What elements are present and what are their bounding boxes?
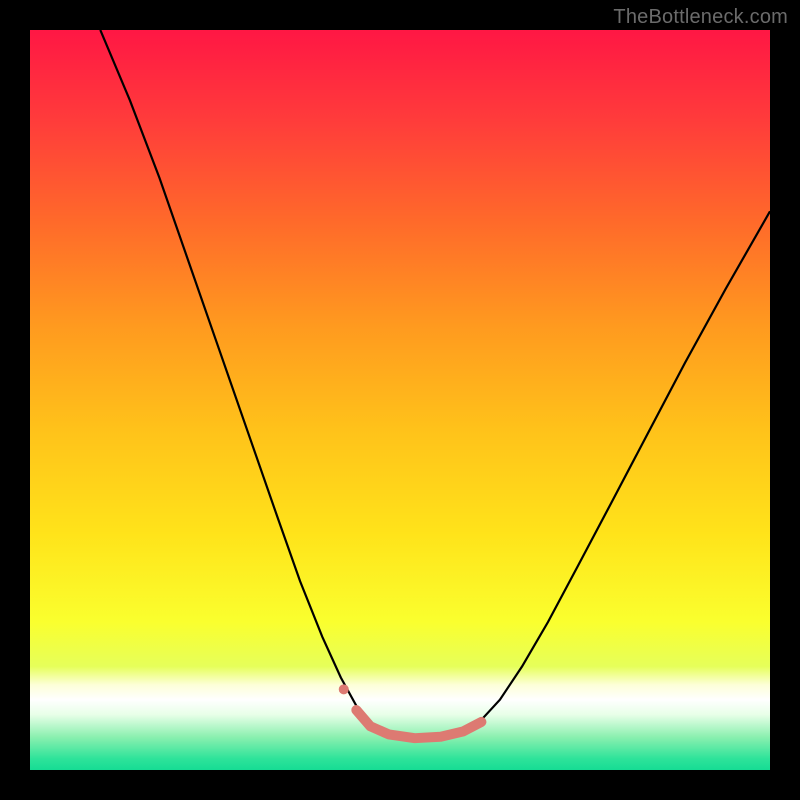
watermark-text: TheBottleneck.com	[613, 6, 788, 29]
gradient-rect	[30, 30, 770, 770]
plot-gradient-background	[30, 30, 770, 770]
